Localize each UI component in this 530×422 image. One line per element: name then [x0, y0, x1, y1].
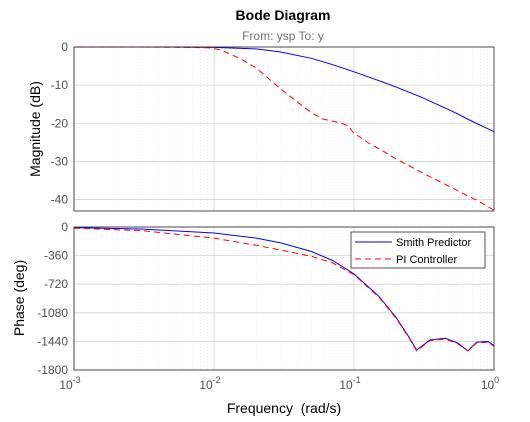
magnitude-axes-frame — [73, 46, 495, 212]
magnitude-ytick-label: -10 — [51, 78, 69, 92]
legend: Smith Predictor PI Controller — [350, 231, 486, 269]
phase-ytick-label: 0 — [61, 220, 68, 234]
magnitude-ytick-label: -20 — [51, 116, 69, 130]
legend-label-smith-predictor: Smith Predictor — [396, 237, 472, 249]
legend-box — [350, 231, 486, 269]
frame-layer — [73, 46, 495, 371]
x-tick-base: 10 — [59, 378, 73, 392]
magnitude-ytick-label: -30 — [51, 154, 69, 168]
magnitude-plot-area — [74, 47, 494, 211]
phase-ytick-label: -1080 — [37, 306, 68, 320]
legend-label-pi-controller: PI Controller — [396, 254, 457, 266]
x-tick-label: 10-2 — [199, 375, 220, 392]
chart-title: Bode Diagram — [236, 7, 331, 23]
x-tick-exponent: -1 — [353, 375, 361, 385]
phase-ylabel: Phase (deg) — [11, 260, 27, 336]
x-tick-base: 10 — [481, 378, 495, 392]
x-tick-label: 100 — [481, 375, 499, 392]
magnitude-ytick-label: 0 — [61, 40, 68, 54]
magnitude-ytick-label: -40 — [51, 193, 69, 207]
x-tick-label: 10-3 — [59, 375, 80, 392]
x-tick-exponent: 0 — [494, 375, 499, 385]
x-tick-base: 10 — [339, 378, 353, 392]
x-tick-exponent: -2 — [213, 375, 221, 385]
chart-subtitle: From: ysp To: y — [242, 29, 324, 43]
phase-ytick-label: -1440 — [37, 334, 68, 348]
x-tick-exponent: -3 — [73, 375, 81, 385]
tick-labels: 0-10-20-30-400-360-720-1080-1440-180010-… — [37, 40, 499, 392]
x-tick-base: 10 — [199, 378, 213, 392]
x-axis-label: Frequency (rad/s) — [227, 400, 341, 416]
x-tick-label: 10-1 — [339, 375, 360, 392]
phase-axes-frame — [73, 226, 495, 371]
phase-ytick-label: -1800 — [37, 363, 68, 377]
magnitude-ylabel: Magnitude (dB) — [27, 81, 43, 177]
phase-ytick-label: -720 — [44, 277, 68, 291]
phase-ytick-label: -360 — [44, 249, 68, 263]
phase-series-pi-controller — [73, 227, 495, 352]
